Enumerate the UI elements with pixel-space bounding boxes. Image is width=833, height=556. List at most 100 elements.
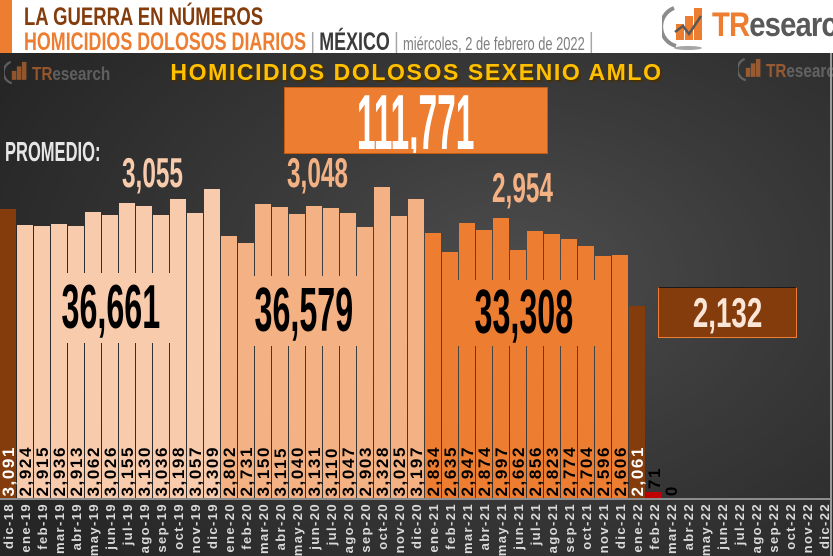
x-axis-label: dic-18 [1,503,16,549]
separator: | [310,28,315,56]
bar-feb-19 [34,226,50,499]
group-total-2022: 2,132 [658,287,797,338]
x-axis-label: jun-20 [307,503,322,550]
x-axis-label: ene-22 [630,503,645,553]
x-axis-label: abr-21 [477,503,492,551]
x-axis-label: may-22 [698,503,713,556]
group-total-2021: 33,308 [447,280,600,346]
average-2020: 3,048 [287,149,348,196]
grand-total-box: 111,771 [284,87,548,154]
x-axis-line [0,498,830,500]
x-axis-label: dic-20 [409,503,424,549]
x-axis-label: ago-22 [749,503,764,554]
x-axis-label: sep-20 [358,503,373,553]
x-axis-label: sep-21 [562,503,577,553]
bar-dic-19 [204,189,220,499]
x-axis-label: jul-21 [528,503,543,546]
bar-nov-20 [391,216,407,499]
x-axis-label: mar-19 [52,503,67,555]
x-axis-label: oct-20 [375,503,390,550]
header-subtitle: HOMICIDIOS DOLOSOS DIARIOS | MÉXICO | miérco… [24,28,598,57]
x-axis-label: dic-21 [613,503,628,549]
x-axis-label: ago-21 [545,503,560,554]
x-axis-label: nov-22 [800,503,815,554]
bar-dic-18 [0,209,16,499]
watermark-logo: TResearch [738,55,833,85]
logo-text-tr: TR [712,6,750,44]
grand-total-value: 111,771 [357,87,475,154]
group-total-value: 2,132 [692,288,763,336]
country-label: MÉXICO [319,28,390,56]
x-axis-label: feb-20 [239,503,254,550]
logo-text-rest: esearch [749,6,833,44]
x-axis-label: nov-19 [188,503,203,554]
bar-ene-20 [221,236,237,499]
group-total-value: 36,661 [61,273,161,342]
x-axis-label: sep-19 [154,503,169,553]
bar-feb-22 [646,492,662,499]
x-axis-label: mar-21 [460,503,475,555]
x-axis-label: nov-21 [596,503,611,554]
header-accent-strip [0,0,12,53]
x-axis-label: mar-22 [664,503,679,555]
x-axis-label: ago-19 [137,503,152,554]
tresearch-logo-icon [4,60,27,85]
group-total-value: 36,579 [254,276,354,345]
chart-title: HOMICIDIOS DOLOSOS SEXENIO AMLO [170,59,663,85]
x-axis-label: ene-19 [18,503,33,553]
x-axis-label: dic-19 [205,503,220,549]
bar-oct-20 [374,187,390,499]
separator: | [589,28,594,56]
x-axis-label: oct-22 [783,503,798,550]
tresearch-logo: TResearch [662,2,833,50]
x-axis-label: jun-19 [103,503,118,550]
watermark-text-rest: esearch [52,64,111,84]
bar-ene-19 [17,225,33,499]
x-axis-label: nov-20 [392,503,407,554]
x-axis-label: jun-22 [715,503,730,550]
tresearch-logo-icon [738,57,761,82]
separator: | [394,28,399,56]
date-label: miércoles, 2 de febrero de 2022 [403,34,585,54]
promedio-label: PROMEDIO: [5,136,101,167]
bar-ene-22 [629,306,645,499]
tresearch-logo-icon [662,6,703,50]
bar-dic-21 [612,255,628,499]
group-total-2019: 36,661 [52,273,170,343]
frame-border [830,53,832,556]
x-axis-label: ago-20 [341,503,356,554]
x-axis-label: may-20 [290,503,305,556]
watermark-text-rest: esearch [786,61,833,81]
x-axis-label: abr-22 [681,503,696,551]
bar-nov-19 [187,213,203,499]
x-axis-label: jul-19 [120,503,135,546]
group-total-value: 33,308 [474,280,573,346]
x-axis-label: may-21 [494,503,509,556]
average-2019: 3,055 [122,149,183,196]
watermark-text-tr: TR [32,64,53,84]
x-axis-label: abr-20 [273,503,288,551]
bar-oct-19 [170,199,186,499]
watermark-logo: TResearch [4,58,110,88]
x-axis-label: ene-20 [222,503,237,553]
x-axis-label: oct-21 [579,503,594,550]
bar-ene-21 [425,233,441,499]
x-axis-label: abr-19 [69,503,84,551]
bar-dic-20 [408,199,424,499]
x-axis-label: oct-19 [171,503,186,550]
x-axis-label: feb-19 [35,503,50,550]
x-axis-label: sep-22 [766,503,781,553]
x-axis-label: may-19 [86,503,101,556]
x-axis-label: jul-22 [732,503,747,546]
header-title: LA GUERRA EN NÚMEROS [24,3,264,31]
x-axis-label: ene-21 [426,503,441,553]
x-axis-label: jun-21 [511,503,526,550]
watermark-text-tr: TR [766,61,787,81]
average-2021: 2,954 [492,164,553,211]
group-total-2020: 36,579 [240,276,368,346]
x-axis-label: mar-20 [256,503,271,555]
subtitle-topic: HOMICIDIOS DOLOSOS DIARIOS [24,28,307,56]
x-axis-label: jul-20 [324,503,339,546]
x-axis-label: feb-21 [443,503,458,550]
x-axis-label: feb-22 [647,503,662,550]
